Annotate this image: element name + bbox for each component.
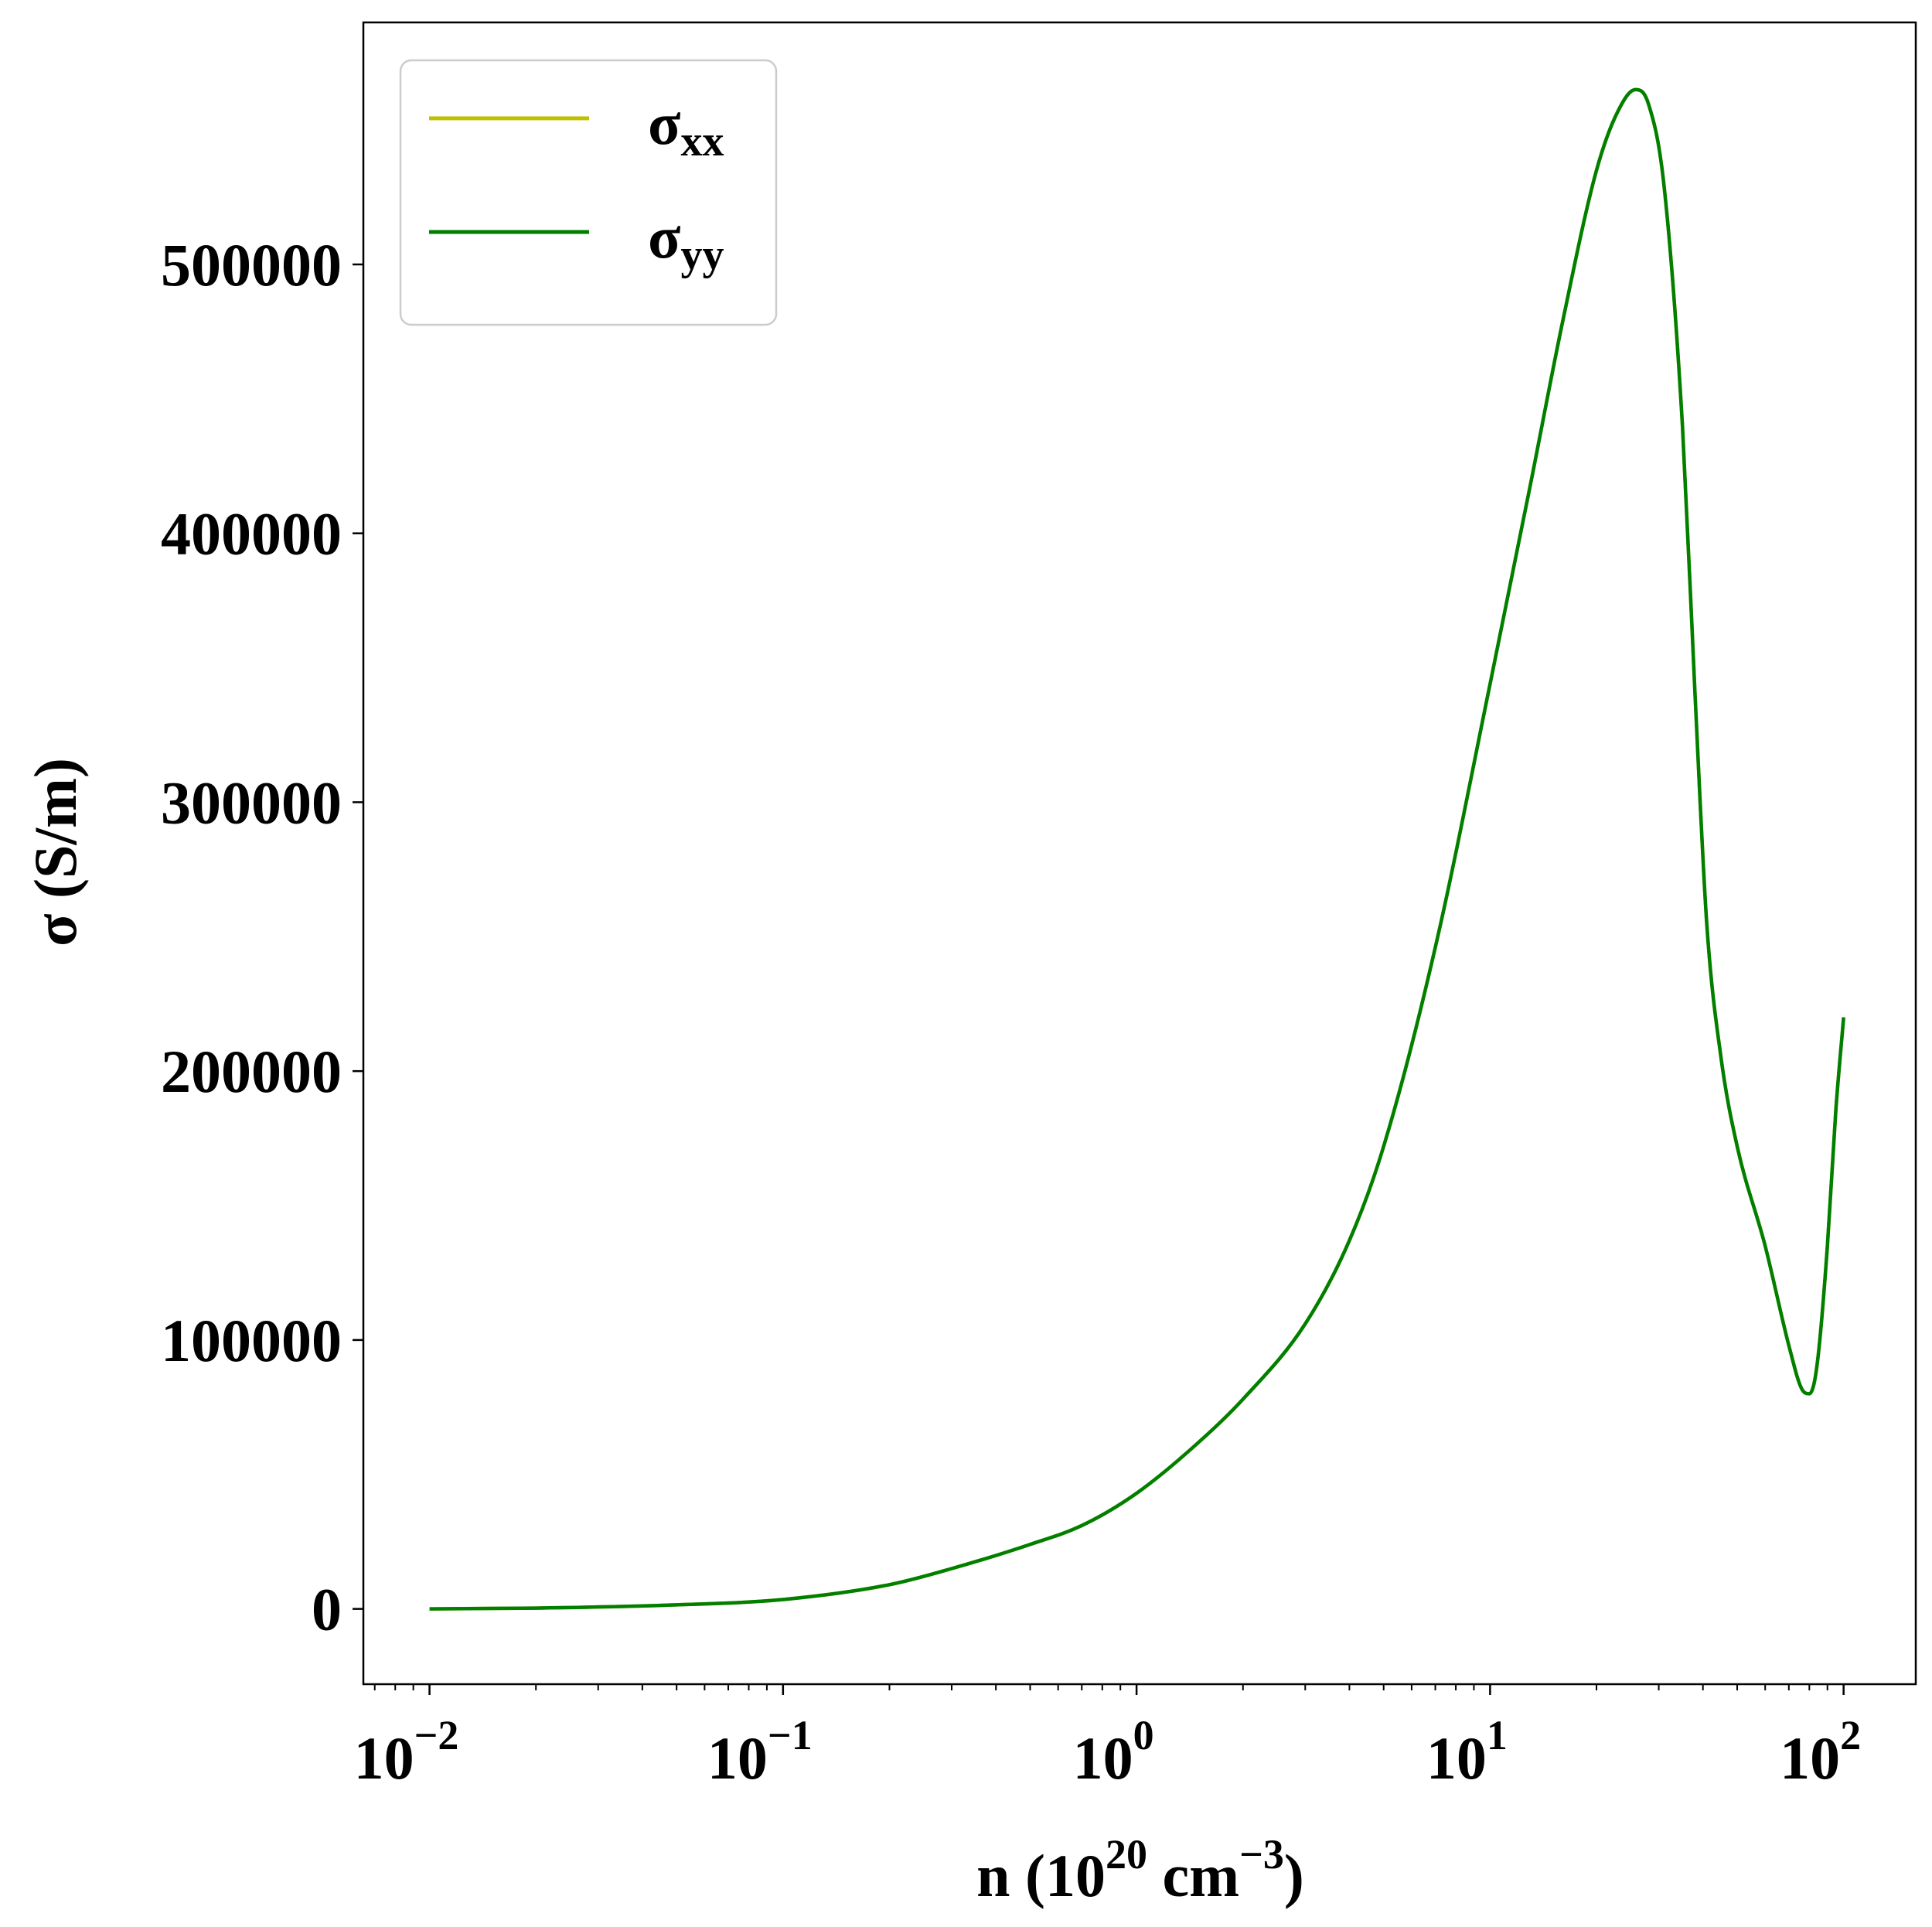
x-tick-label-base: 10 (1780, 1724, 1840, 1792)
legend-text-sigma-yy: σyy (648, 203, 724, 279)
x-tick-label-exponent: −2 (414, 1712, 459, 1758)
x-tick-label-base: 10 (707, 1724, 768, 1792)
x-tick-label-base: 10 (1073, 1724, 1133, 1792)
x-axis-label: n (1020 cm−3) (976, 1831, 1304, 1909)
x-tick-label-exponent: 1 (1487, 1712, 1508, 1758)
legend-symbol-sigma-yy: σ (648, 203, 680, 271)
series-layer (429, 87, 1845, 1611)
series-line-sigma-yy (429, 87, 1845, 1611)
y-tick-label: 500000 (161, 231, 342, 298)
x-tick-label: 102 (1780, 1712, 1861, 1792)
y-tick-label: 0 (312, 1576, 342, 1643)
y-tick-label: 200000 (161, 1038, 342, 1105)
x-axis-label-sup: 20 (1106, 1831, 1147, 1878)
x-tick-label-exponent: 0 (1133, 1712, 1154, 1758)
x-axis: 10−2 10−1 100 101 102 (354, 1684, 1861, 1792)
legend-sub-sigma-xx: xx (680, 118, 724, 165)
x-tick-label-exponent: −1 (768, 1712, 813, 1758)
y-tick-label: 300000 (161, 769, 342, 836)
x-axis-label-sup2: −3 (1239, 1831, 1284, 1878)
x-tick-label: 101 (1426, 1712, 1508, 1792)
y-tick-label: 400000 (161, 500, 342, 568)
y-tick-label: 100000 (161, 1307, 342, 1374)
y-axis-label: σ (S/m) (22, 758, 89, 946)
x-axis-label-end: ) (1284, 1842, 1304, 1909)
x-axis-label-mid: cm (1147, 1842, 1239, 1909)
x-tick-label-base: 10 (354, 1724, 414, 1792)
plot-frame (362, 21, 1917, 1686)
legend-text-sigma-xx: σxx (648, 90, 724, 165)
x-tick-label: 10−1 (707, 1712, 813, 1792)
y-axis: 0 100000 200000 300000 400000 500000 (161, 231, 363, 1643)
x-tick-label: 100 (1073, 1712, 1154, 1792)
x-tick-label-exponent: 2 (1840, 1712, 1861, 1758)
legend-box (399, 59, 778, 326)
x-tick-label: 10−2 (354, 1712, 459, 1792)
legend-symbol-sigma-xx: σ (648, 90, 680, 157)
legend-sub-sigma-yy: yy (680, 231, 724, 279)
x-axis-label-base: n (10 (976, 1842, 1106, 1909)
legend: σxx σyy (399, 59, 778, 326)
x-tick-label-base: 10 (1426, 1724, 1487, 1792)
